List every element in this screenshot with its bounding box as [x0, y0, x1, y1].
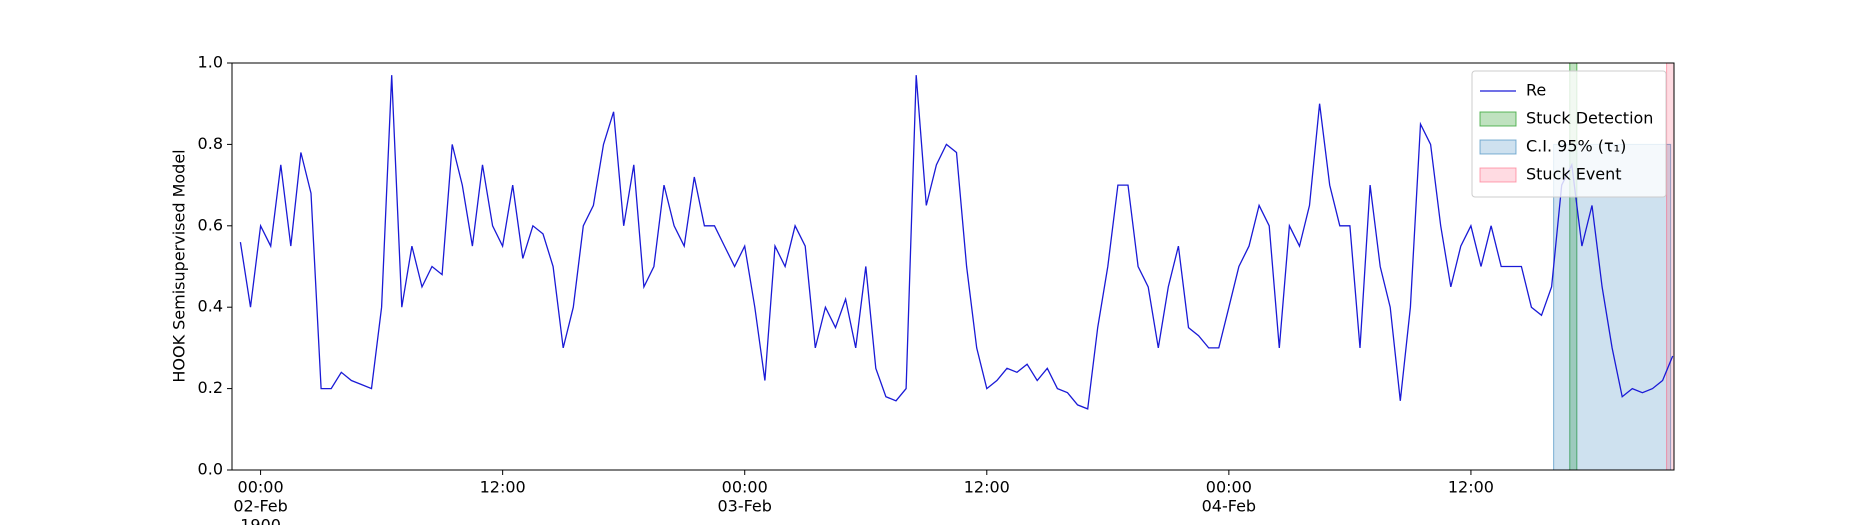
region	[1666, 62, 1675, 471]
legend-swatch	[1479, 139, 1517, 155]
x-tick-label: 02-Feb	[233, 497, 287, 516]
y-tick-label: 1.0	[198, 53, 223, 72]
data-line	[239, 75, 1674, 410]
y-tick-label: 0.4	[198, 297, 223, 316]
legend-label: Stuck Event	[1526, 165, 1622, 184]
y-tick-label: 0.2	[198, 378, 223, 397]
y-tick-label: 0.0	[198, 460, 223, 479]
region	[1553, 143, 1672, 471]
x-tick-label: 00:00	[238, 478, 284, 497]
legend-label: Stuck Detection	[1526, 109, 1653, 128]
x-tick-label: 12:00	[1448, 478, 1494, 497]
x-tick-label: 1900	[240, 516, 281, 525]
y-axis-label: HOOK Semisupervised Model	[170, 149, 189, 382]
plot-frame	[231, 62, 1675, 471]
legend-swatch	[1479, 167, 1517, 183]
legend-swatch	[1479, 111, 1517, 127]
y-tick-label: 0.6	[198, 215, 223, 234]
x-tick-label: 12:00	[480, 478, 526, 497]
x-tick-label: 12:00	[964, 478, 1010, 497]
x-tick-label: 03-Feb	[717, 497, 771, 516]
x-tick-label: 00:00	[1206, 478, 1252, 497]
legend-label: Re	[1526, 81, 1546, 100]
x-tick-label: 04-Feb	[1202, 497, 1256, 516]
x-tick-label: 00:00	[722, 478, 768, 497]
y-tick-label: 0.8	[198, 134, 223, 153]
legend-box	[1471, 70, 1667, 198]
legend-label: C.I. 95% (τ₁)	[1526, 137, 1626, 156]
